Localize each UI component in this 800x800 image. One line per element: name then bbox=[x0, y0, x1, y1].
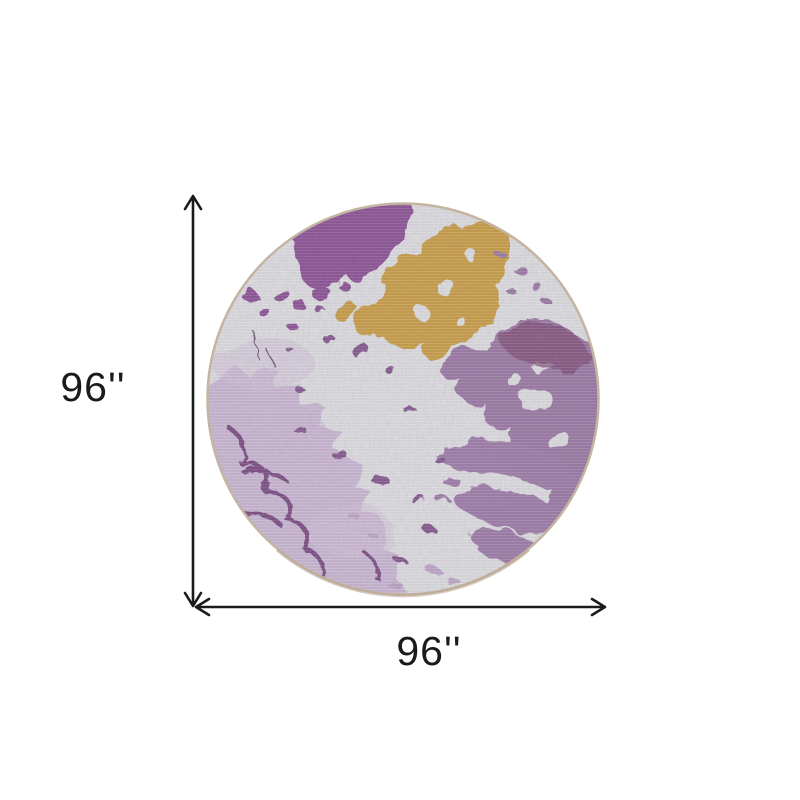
rug-pattern bbox=[208, 204, 598, 594]
rug-edge-shadow bbox=[276, 548, 530, 598]
height-dimension-label: 96'' bbox=[60, 364, 126, 410]
weave-texture bbox=[208, 204, 598, 594]
width-arrow bbox=[194, 597, 607, 617]
rug-image bbox=[206, 202, 600, 598]
height-arrow bbox=[183, 194, 203, 608]
width-dimension-label: 96'' bbox=[396, 628, 462, 674]
